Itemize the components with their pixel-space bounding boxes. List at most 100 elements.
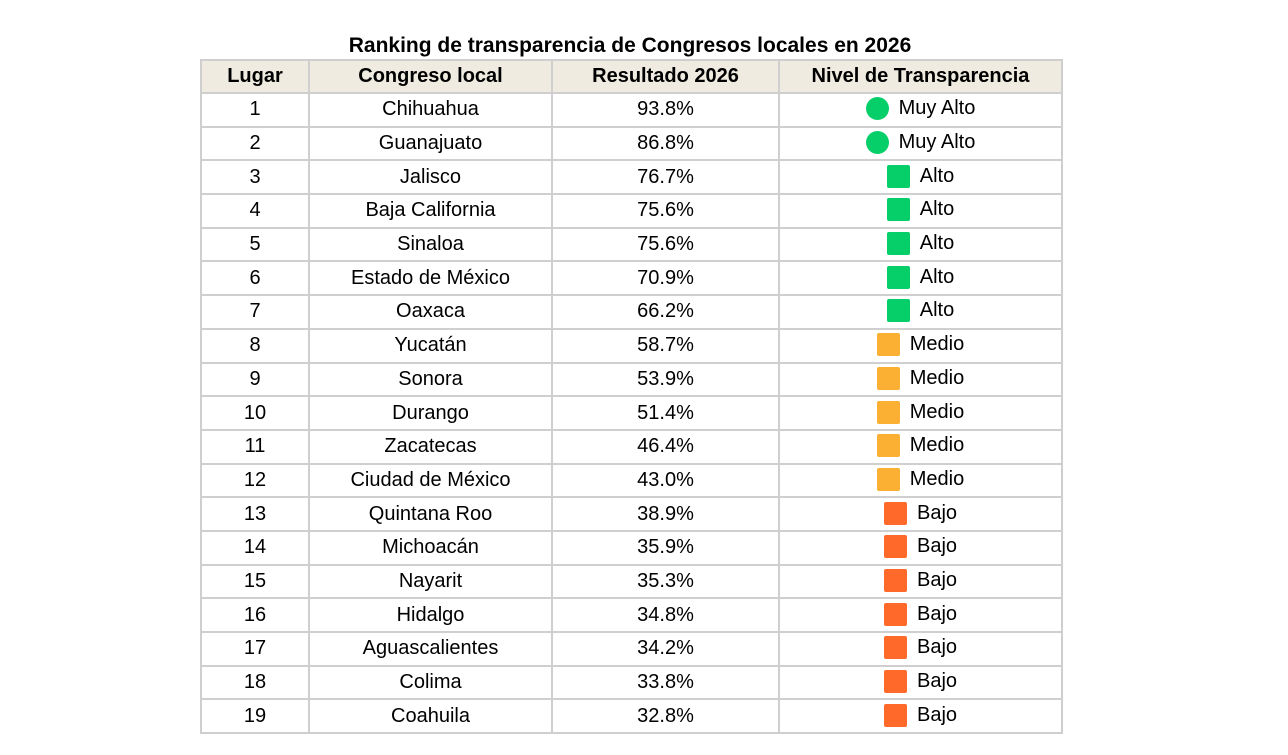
cell-congreso: Yucatán [308,327,553,364]
level-indicator: Medio [876,333,965,357]
level-label: Medio [909,400,965,423]
table-row: 6 Estado de México 70.9% Alto [200,260,1063,297]
circle-marker-icon [865,97,889,121]
cell-resultado: 32.8% [551,698,780,735]
level-indicator: Alto [886,164,954,188]
square-marker-icon [876,434,900,458]
cell-lugar: 14 [200,529,310,566]
cell-resultado: 46.4% [551,428,780,465]
table-row: 16 Hidalgo 34.8% Bajo [200,597,1063,633]
cell-resultado: 51.4% [551,395,780,431]
cell-lugar: 19 [200,698,310,735]
square-marker-icon [883,568,907,592]
level-label: Medio [909,467,965,490]
level-label: Alto [919,198,955,221]
level-label: Medio [909,333,965,356]
level-indicator: Bajo [883,501,958,525]
square-marker-icon [886,299,910,323]
level-label: Muy Alto [898,131,976,154]
level-indicator: Alto [886,265,954,289]
level-indicator: Bajo [883,602,958,626]
cell-nivel: Bajo [778,664,1063,701]
table-row: 7 Oaxaca 66.2% Alto [200,294,1063,330]
cell-nivel: Bajo [778,563,1063,600]
cell-congreso: Estado de México [308,260,553,297]
square-marker-icon [886,198,910,222]
cell-congreso: Aguascalientes [308,631,553,667]
level-label: Bajo [916,535,958,558]
cell-nivel: Alto [778,226,1063,263]
cell-congreso: Sonora [308,361,553,398]
cell-lugar: 12 [200,462,310,499]
level-label: Bajo [916,636,958,659]
cell-nivel: Medio [778,462,1063,499]
square-marker-icon [886,265,910,289]
cell-congreso: Coahuila [308,698,553,735]
level-label: Medio [909,434,965,457]
circle-marker-icon [865,131,889,155]
cell-resultado: 58.7% [551,327,780,364]
square-marker-icon [883,535,907,559]
table-row: 18 Colima 33.8% Bajo [200,664,1063,701]
cell-congreso: Chihuahua [308,92,553,128]
square-marker-icon [883,670,907,694]
level-indicator: Muy Alto [865,97,975,121]
square-marker-icon [883,636,907,660]
level-label: Medio [909,366,965,389]
table-row: 9 Sonora 53.9% Medio [200,361,1063,398]
header-nivel: Nivel de Transparencia [778,59,1063,94]
level-label: Bajo [916,703,958,726]
square-marker-icon [883,703,907,727]
cell-lugar: 15 [200,563,310,600]
cell-nivel: Medio [778,428,1063,465]
table-row: 12 Ciudad de México 43.0% Medio [200,462,1063,499]
cell-resultado: 43.0% [551,462,780,499]
cell-resultado: 76.7% [551,159,780,196]
cell-resultado: 75.6% [551,193,780,229]
level-indicator: Medio [876,467,965,491]
level-indicator: Muy Alto [865,131,976,155]
square-marker-icon [876,366,900,390]
cell-resultado: 34.8% [551,597,780,633]
table-title: Ranking de transparencia de Congresos lo… [348,34,912,57]
cell-nivel: Medio [778,327,1063,364]
cell-lugar: 11 [200,428,310,465]
cell-nivel: Muy Alto [778,125,1063,162]
table-row: 4 Baja California 75.6% Alto [200,193,1063,229]
level-label: Bajo [916,602,958,625]
level-indicator: Medio [876,434,965,458]
level-label: Bajo [916,568,958,591]
level-label: Bajo [916,501,958,524]
table-row: 5 Sinaloa 75.6% Alto [200,226,1063,263]
table-row: 8 Yucatán 58.7% Medio [200,327,1063,364]
level-indicator: Alto [886,198,955,222]
square-marker-icon [876,467,900,491]
cell-nivel: Medio [778,361,1063,398]
cell-congreso: Ciudad de México [308,462,553,499]
cell-resultado: 34.2% [551,631,780,667]
cell-nivel: Bajo [778,631,1063,667]
cell-lugar: 4 [200,193,310,229]
square-marker-icon [886,164,910,188]
table-row: 13 Quintana Roo 38.9% Bajo [200,496,1063,532]
table-row: 14 Michoacán 35.9% Bajo [200,529,1063,566]
level-indicator: Medio [876,400,965,424]
square-marker-icon [883,602,907,626]
cell-nivel: Bajo [778,529,1063,566]
level-indicator: Bajo [883,568,958,592]
table-row: 17 Aguascalientes 34.2% Bajo [200,631,1063,667]
table-row: 15 Nayarit 35.3% Bajo [200,563,1063,600]
cell-congreso: Zacatecas [308,428,553,465]
level-indicator: Bajo [883,703,958,727]
level-label: Alto [919,299,955,322]
cell-lugar: 18 [200,664,310,701]
cell-congreso: Colima [308,664,553,701]
cell-resultado: 33.8% [551,664,780,701]
cell-resultado: 70.9% [551,260,780,297]
cell-congreso: Nayarit [308,563,553,600]
cell-nivel: Bajo [778,597,1063,633]
level-indicator: Alto [886,299,955,323]
cell-resultado: 93.8% [551,92,780,128]
cell-congreso: Baja California [308,193,553,229]
cell-lugar: 9 [200,361,310,398]
